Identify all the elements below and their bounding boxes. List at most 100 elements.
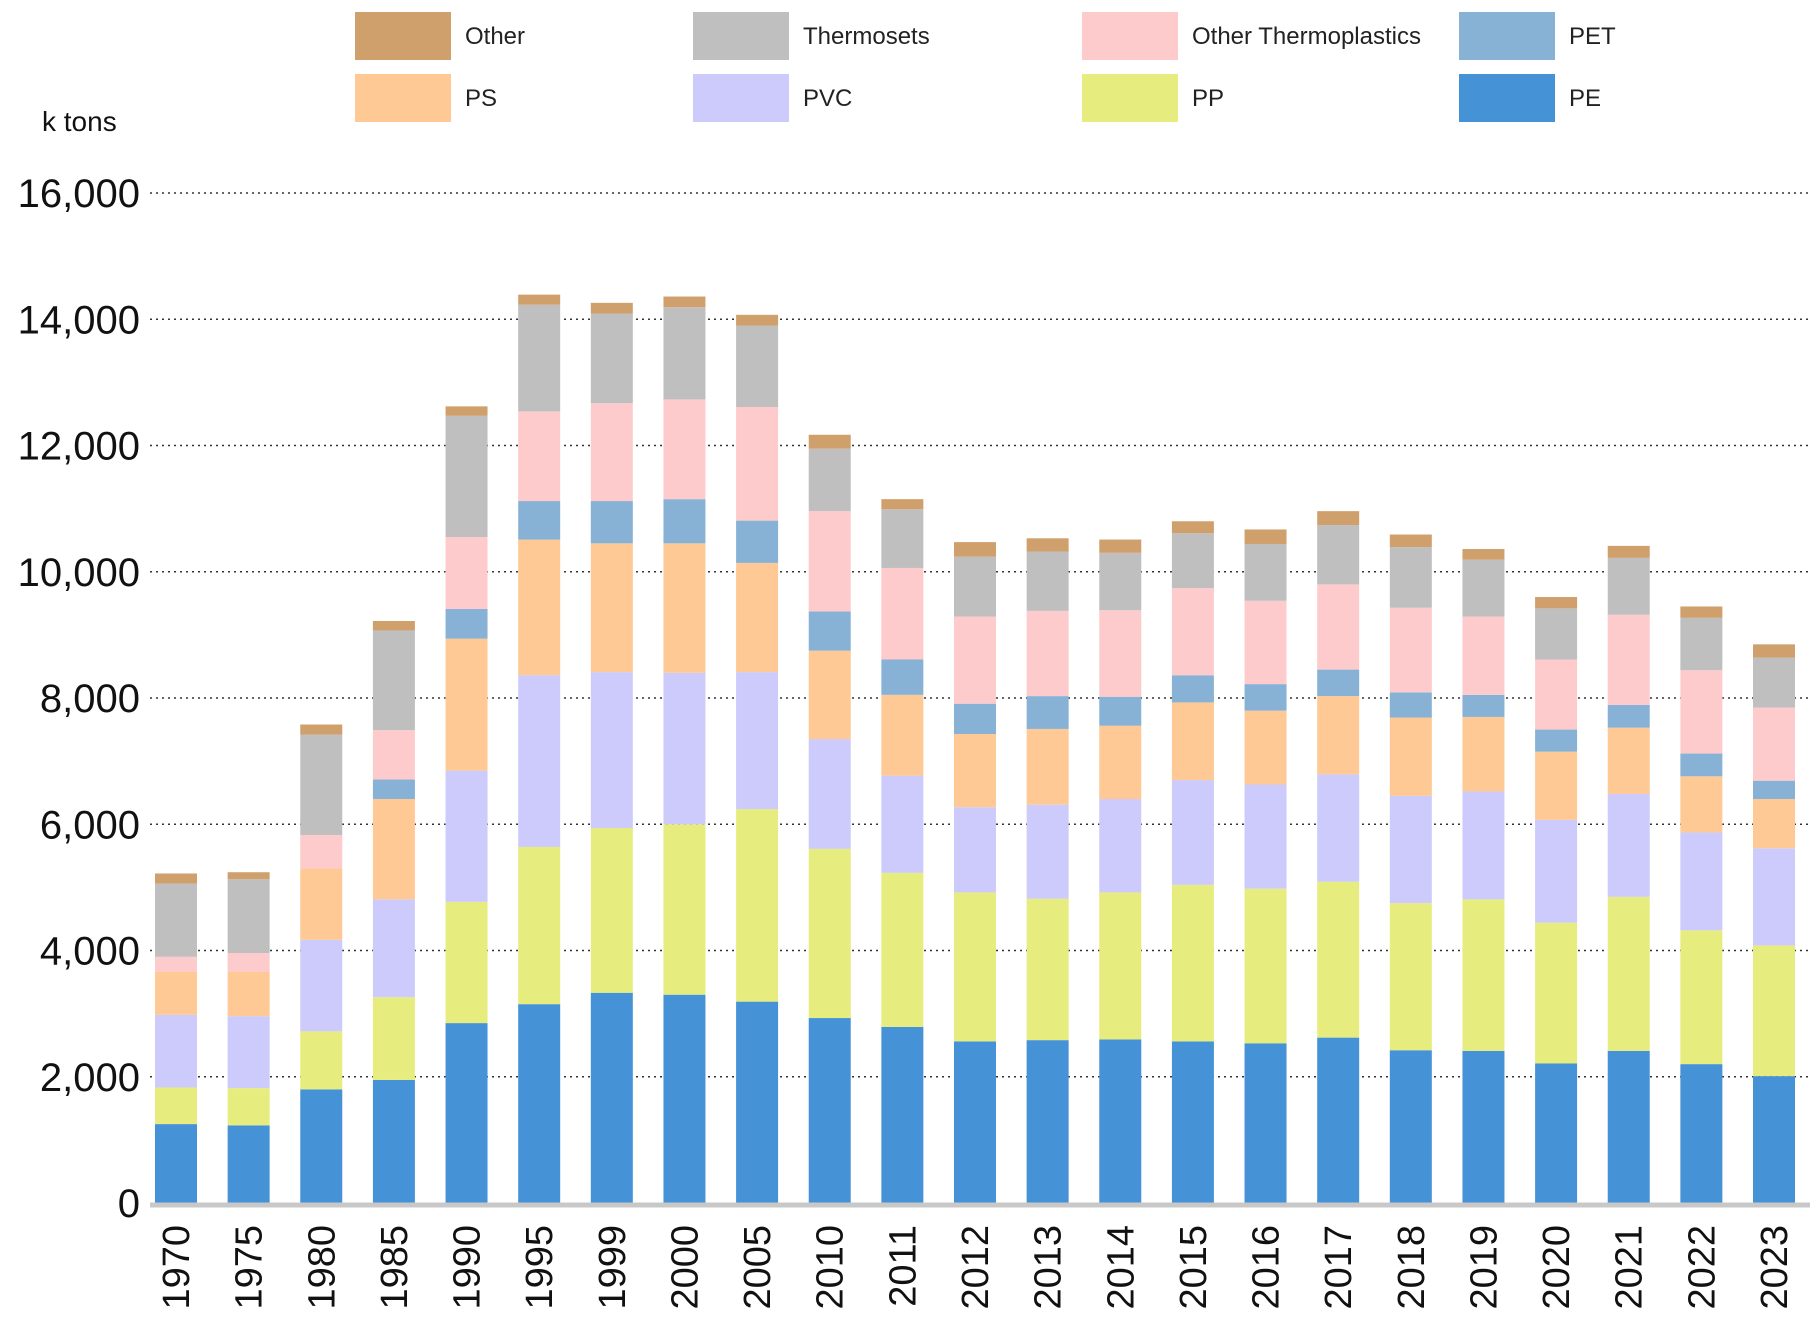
bar-other-thermoplastics-1970 bbox=[155, 956, 197, 972]
bar-other-thermoplastics-2013 bbox=[1026, 610, 1069, 697]
bar-ps-2021 bbox=[1607, 727, 1650, 794]
y-tick-label-6000: 6,000 bbox=[40, 803, 140, 847]
bar-ps-2020 bbox=[1535, 751, 1578, 820]
bar-pe-2021 bbox=[1607, 1050, 1650, 1203]
legend-label-pe: PE bbox=[1569, 85, 1601, 112]
bar-pvc-2010 bbox=[808, 739, 851, 849]
bar-other-thermoplastics-2019 bbox=[1462, 616, 1505, 695]
x-tick-label-2017: 2017 bbox=[1318, 1225, 1360, 1310]
bar-pp-2016 bbox=[1244, 888, 1287, 1044]
bar-pet-2016 bbox=[1244, 684, 1287, 711]
x-tick-label-1990: 1990 bbox=[447, 1225, 489, 1310]
bar-other-thermoplastics-1995 bbox=[518, 411, 561, 502]
bar-pe-1990 bbox=[445, 1023, 488, 1203]
bar-pp-1985 bbox=[372, 997, 415, 1080]
bar-other-thermoplastics-1985 bbox=[372, 730, 415, 780]
bar-pvc-2018 bbox=[1389, 795, 1432, 904]
bar-other-1995 bbox=[518, 294, 561, 305]
bar-pvc-2020 bbox=[1535, 819, 1578, 923]
bar-other-thermoplastics-2020 bbox=[1535, 659, 1578, 730]
legend-swatch-pvc bbox=[693, 74, 789, 122]
x-tick-label-1975: 1975 bbox=[229, 1225, 271, 1310]
bar-thermosets-2014 bbox=[1099, 552, 1142, 611]
bar-pvc-2011 bbox=[881, 775, 924, 873]
bar-other-2012 bbox=[954, 542, 996, 557]
y-tick-label-10000: 10,000 bbox=[18, 551, 140, 595]
bar-other-1975 bbox=[227, 872, 270, 880]
bar-other-2023 bbox=[1753, 644, 1795, 658]
bar-pet-2013 bbox=[1026, 696, 1069, 729]
bar-pp-2018 bbox=[1389, 903, 1432, 1051]
bar-pvc-2012 bbox=[954, 807, 996, 893]
bar-other-thermoplastics-2015 bbox=[1171, 588, 1214, 676]
bar-other-2017 bbox=[1317, 511, 1360, 526]
bar-thermosets-2017 bbox=[1317, 525, 1360, 585]
legend-swatch-pp bbox=[1082, 74, 1178, 122]
bar-thermosets-2011 bbox=[881, 509, 924, 568]
bar-ps-1999 bbox=[590, 543, 633, 673]
bar-pvc-1990 bbox=[445, 770, 488, 902]
bar-thermosets-2010 bbox=[808, 448, 851, 512]
legend-label-pet: PET bbox=[1569, 23, 1616, 50]
bar-pe-2022 bbox=[1680, 1064, 1723, 1203]
bar-thermosets-2000 bbox=[663, 307, 706, 400]
bar-pet-2000 bbox=[663, 499, 706, 544]
bar-pet-2015 bbox=[1171, 675, 1214, 703]
bar-thermosets-1990 bbox=[445, 415, 488, 538]
bar-other-thermoplastics-2016 bbox=[1244, 600, 1287, 685]
bar-other-thermoplastics-2022 bbox=[1680, 670, 1723, 754]
bar-other-1970 bbox=[155, 873, 197, 884]
bar-pe-1980 bbox=[300, 1089, 343, 1203]
x-tick-label-2014: 2014 bbox=[1100, 1225, 1142, 1310]
x-tick-label-1995: 1995 bbox=[519, 1225, 561, 1310]
bar-pp-1975 bbox=[227, 1088, 270, 1126]
bar-ps-1995 bbox=[518, 539, 561, 676]
x-tick-label-2019: 2019 bbox=[1463, 1225, 1505, 1310]
bar-pet-2022 bbox=[1680, 753, 1723, 777]
bar-pet-1995 bbox=[518, 501, 561, 540]
legend-label-other-thermoplastics: Other Thermoplastics bbox=[1192, 23, 1421, 50]
bar-ps-2018 bbox=[1389, 717, 1432, 796]
bar-other-2013 bbox=[1026, 538, 1069, 552]
bar-pe-2016 bbox=[1244, 1043, 1287, 1203]
bar-other-thermoplastics-1999 bbox=[590, 403, 633, 502]
x-tick-label-2005: 2005 bbox=[737, 1225, 779, 1310]
x-tick-label-1980: 1980 bbox=[301, 1225, 343, 1310]
bar-pet-2018 bbox=[1389, 692, 1432, 718]
bar-pvc-2013 bbox=[1026, 804, 1069, 899]
x-tick-label-2015: 2015 bbox=[1173, 1225, 1215, 1310]
bar-thermosets-1970 bbox=[155, 883, 197, 957]
bar-pvc-2014 bbox=[1099, 799, 1142, 893]
bar-ps-1975 bbox=[227, 971, 270, 1017]
bar-other-thermoplastics-2018 bbox=[1389, 607, 1432, 693]
bar-other-thermoplastics-2012 bbox=[954, 616, 996, 704]
bar-thermosets-2023 bbox=[1753, 657, 1795, 708]
bar-pet-2017 bbox=[1317, 669, 1360, 697]
bar-other-thermoplastics-1990 bbox=[445, 537, 488, 609]
bar-pe-1970 bbox=[155, 1124, 197, 1203]
x-axis-ticks: 1970 1975 1980 1985 1990 1995 1999 2000 2005 2010… bbox=[156, 1225, 1796, 1310]
bar-pp-2022 bbox=[1680, 930, 1723, 1065]
legend: Other Thermosets Other Thermoplastics PET PS… bbox=[355, 12, 1616, 122]
y-tick-label-16000: 16,000 bbox=[18, 172, 140, 216]
bar-pp-2019 bbox=[1462, 899, 1505, 1051]
bar-pvc-1975 bbox=[227, 1016, 270, 1089]
bar-ps-2013 bbox=[1026, 728, 1069, 805]
bar-other-1980 bbox=[300, 724, 343, 735]
bar-pe-2023 bbox=[1753, 1076, 1795, 1203]
bar-pvc-1970 bbox=[155, 1014, 197, 1088]
y-tick-label-12000: 12,000 bbox=[18, 425, 140, 469]
bar-pe-2015 bbox=[1171, 1041, 1214, 1203]
bar-other-thermoplastics-2010 bbox=[808, 511, 851, 612]
bar-pvc-1980 bbox=[300, 939, 343, 1032]
bar-pet-2023 bbox=[1753, 780, 1795, 799]
bar-thermosets-2013 bbox=[1026, 551, 1069, 611]
bar-pe-2005 bbox=[736, 1001, 779, 1203]
bar-ps-2000 bbox=[663, 543, 706, 673]
x-tick-label-2012: 2012 bbox=[955, 1225, 997, 1310]
bar-pe-2020 bbox=[1535, 1063, 1578, 1203]
bar-other-1985 bbox=[372, 620, 415, 631]
bar-pet-1990 bbox=[445, 608, 488, 639]
x-tick-label-2000: 2000 bbox=[664, 1225, 706, 1310]
